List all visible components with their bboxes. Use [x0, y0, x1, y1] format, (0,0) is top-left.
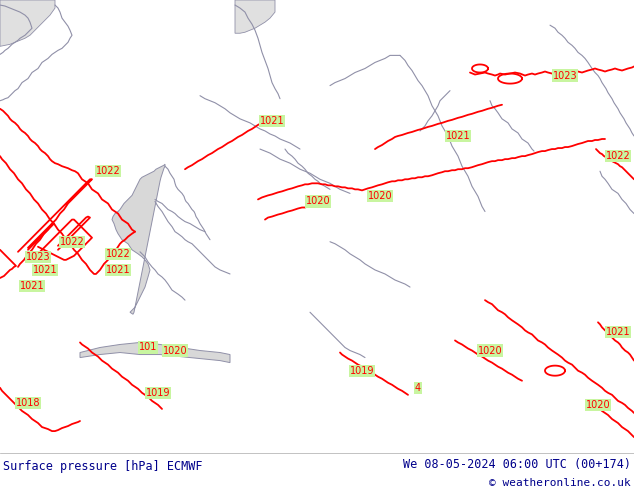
- Polygon shape: [80, 343, 230, 363]
- Text: 1023: 1023: [553, 71, 578, 80]
- Text: 1023: 1023: [26, 252, 50, 262]
- Text: We 08-05-2024 06:00 UTC (00+174): We 08-05-2024 06:00 UTC (00+174): [403, 458, 631, 471]
- Text: 1022: 1022: [605, 151, 630, 161]
- Text: 1022: 1022: [96, 166, 120, 176]
- Text: © weatheronline.co.uk: © weatheronline.co.uk: [489, 478, 631, 489]
- Text: 1022: 1022: [106, 249, 131, 259]
- Text: 1022: 1022: [60, 237, 84, 247]
- Text: 1021: 1021: [605, 327, 630, 338]
- Text: 1018: 1018: [16, 398, 40, 408]
- Text: 101: 101: [139, 343, 157, 352]
- Text: 1021: 1021: [446, 131, 470, 141]
- Text: 1021: 1021: [33, 265, 57, 275]
- Text: 1020: 1020: [306, 196, 330, 206]
- Polygon shape: [112, 164, 165, 314]
- Text: 1020: 1020: [477, 345, 502, 356]
- Polygon shape: [0, 0, 55, 47]
- Text: 4: 4: [415, 383, 421, 393]
- Text: 1021: 1021: [260, 116, 284, 126]
- Text: 1019: 1019: [146, 388, 171, 398]
- Polygon shape: [235, 0, 275, 33]
- Text: 1020: 1020: [586, 400, 611, 410]
- Text: 1020: 1020: [163, 345, 187, 356]
- Text: 1019: 1019: [350, 366, 374, 376]
- Text: 1021: 1021: [106, 265, 131, 275]
- Text: 1021: 1021: [20, 281, 44, 291]
- Text: 1020: 1020: [368, 192, 392, 201]
- Text: Surface pressure [hPa] ECMWF: Surface pressure [hPa] ECMWF: [3, 460, 203, 473]
